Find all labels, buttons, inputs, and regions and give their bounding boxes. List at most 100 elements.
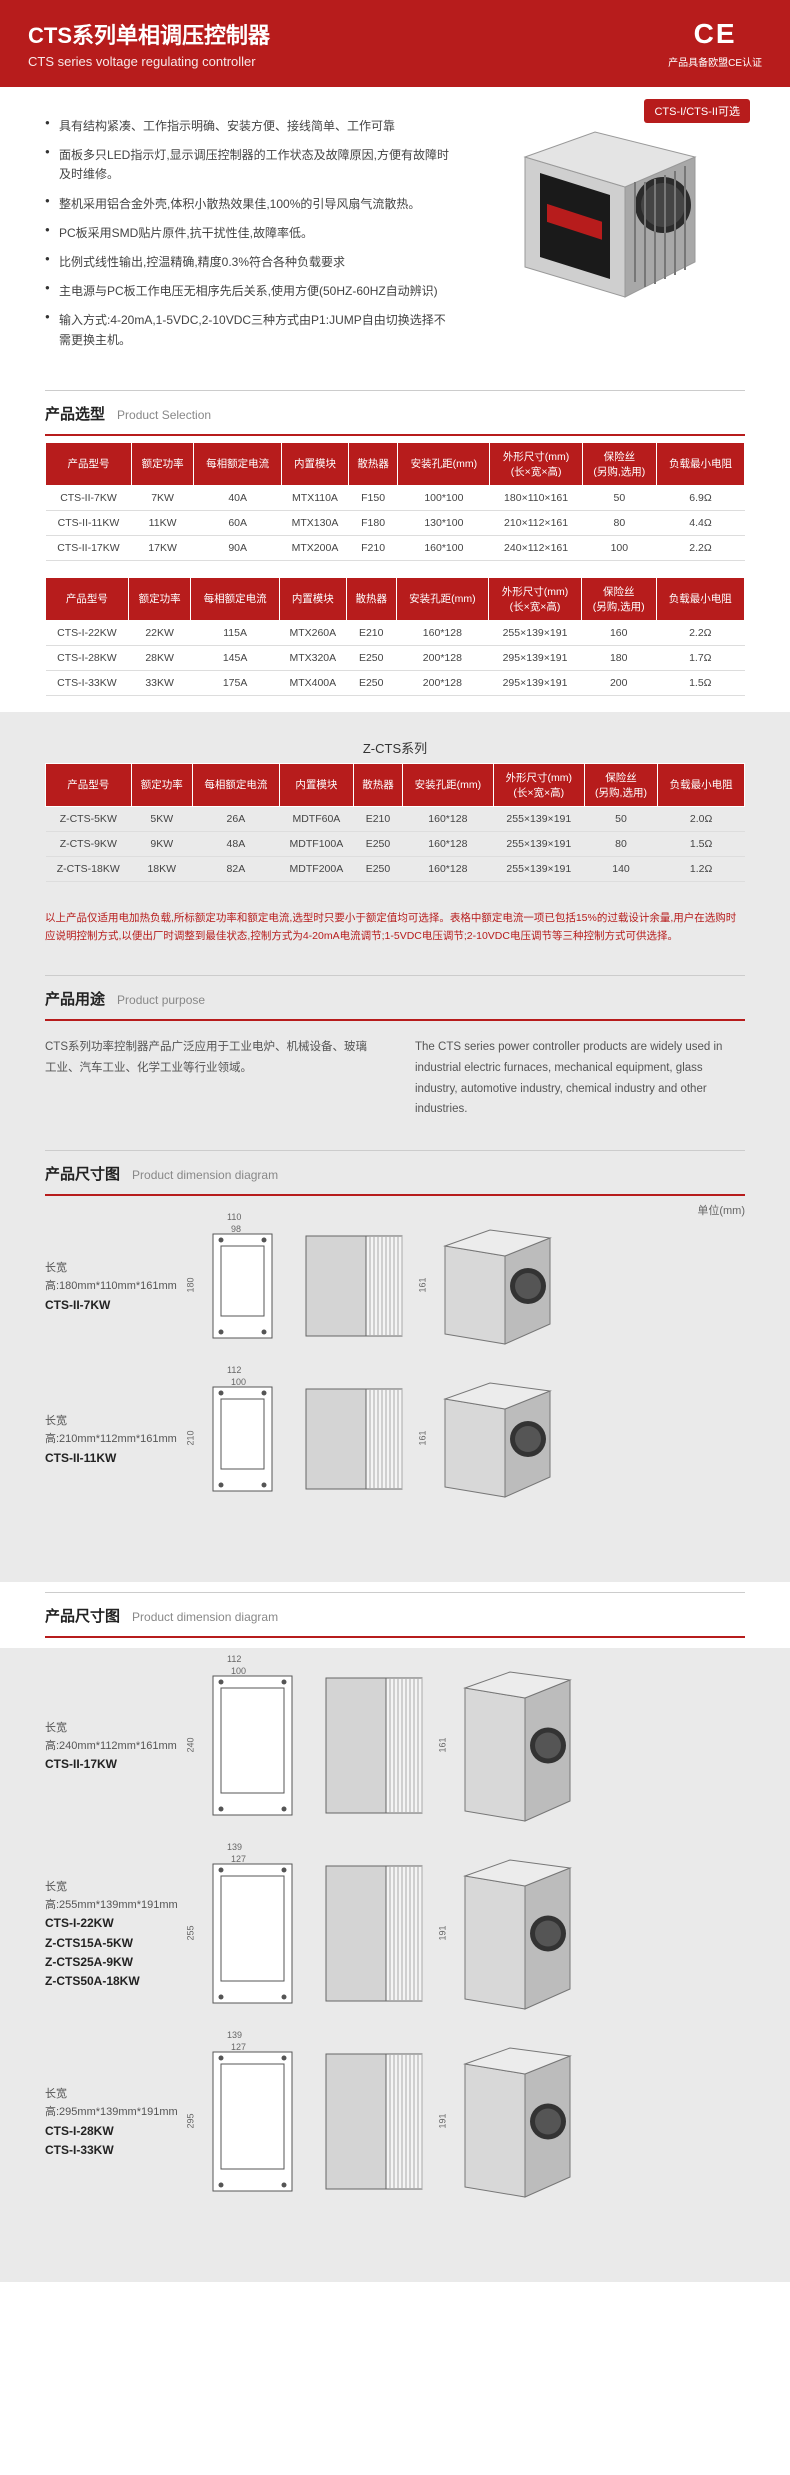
table-cell: 200 [581,670,656,695]
table-cell: 50 [584,806,657,831]
table-cell: 82A [192,856,279,881]
table-header: 保险丝(另购,选用) [581,577,656,620]
table-cell: 2.2Ω [657,535,745,560]
purpose-zh: 产品用途 [45,988,105,1009]
table-row: CTS-II-7KW7KW40AMTX110AF150100*100180×11… [46,485,745,510]
red-rule-2 [45,1019,745,1021]
dimension-drawings: 139 127 255 191 [205,1856,745,2014]
table-header: 额定功率 [131,442,193,485]
table-cell: 200*128 [396,670,489,695]
table-header: 额定功率 [128,577,191,620]
table-header: 内置模块 [279,577,346,620]
table-cell: 130*100 [398,510,490,535]
grey-dim-block: 长宽高:240mm*112mm*161mmCTS-II-17KW 112 100… [0,1648,790,2282]
table-cell: 5KW [131,806,192,831]
table-cell: 100 [582,535,656,560]
table-cell: MDTF60A [279,806,353,831]
selection-zh: 产品选型 [45,403,105,424]
table-cell: F150 [348,485,397,510]
spec-table-z: 产品型号额定功率每相额定电流内置模块散热器安装孔距(mm)外形尺寸(mm)(长×… [45,763,745,882]
feature-item: 主电源与PC板工作电压无相序先后关系,使用方便(50HZ-60HZ自动辨识) [45,282,455,301]
table-header: 每相额定电流 [191,577,279,620]
table-cell: 2.2Ω [656,620,744,645]
table-header: 外形尺寸(mm)(长×宽×高) [490,442,582,485]
feature-item: 比例式线性输出,控温精确,精度0.3%符合各种负载要求 [45,253,455,272]
table-cell: 210×112×161 [490,510,582,535]
table-header: 负载最小电阻 [657,442,745,485]
dim2-zh: 产品尺寸图 [45,1605,120,1626]
table-cell: MTX260A [279,620,346,645]
tables-wrap-1: 产品型号额定功率每相额定电流内置模块散热器安装孔距(mm)外形尺寸(mm)(长×… [0,442,790,696]
dimension-row: 长宽高:240mm*112mm*161mmCTS-II-17KW 112 100… [45,1668,745,1826]
table-cell: 160*128 [402,856,493,881]
red-rule [45,434,745,436]
dimension-label: 长宽高:240mm*112mm*161mmCTS-II-17KW [45,1720,195,1774]
red-rule-3 [45,1194,745,1196]
dimension-label: 长宽高:180mm*110mm*161mmCTS-II-7KW [45,1260,195,1314]
table-cell: 255×139×191 [493,806,584,831]
table-cell: 175A [191,670,279,695]
table-row: Z-CTS-5KW5KW26AMDTF60AE210160*128255×139… [46,806,745,831]
table-header: 产品型号 [46,442,132,485]
table-cell: Z-CTS-5KW [46,806,132,831]
table-cell: MDTF200A [279,856,353,881]
table-cell: MDTF100A [279,831,353,856]
dimension-label: 长宽高:210mm*112mm*161mmCTS-II-11KW [45,1413,195,1467]
tables-wrap-z: 产品型号额定功率每相额定电流内置模块散热器安装孔距(mm)外形尺寸(mm)(长×… [0,763,790,882]
title-zh: CTS系列单相调压控制器 [28,18,270,50]
table-cell: E210 [346,620,396,645]
table-cell: 160*128 [402,806,493,831]
side-drawing [300,1226,410,1346]
table-cell: 28KW [128,645,191,670]
header-titles: CTS系列单相调压控制器 CTS series voltage regulati… [28,18,270,69]
table-cell: 180 [581,645,656,670]
table-cell: 1.7Ω [656,645,744,670]
spec-table-2: 产品型号额定功率每相额定电流内置模块散热器安装孔距(mm)外形尺寸(mm)(长×… [45,577,745,696]
table-cell: 22KW [128,620,191,645]
controller-illustration [495,127,715,307]
dim2-en: Product dimension diagram [132,1610,278,1624]
selection-note: 以上产品仅适用电加热负载,所标额定功率和额定电流,选型时只要小于额定值均可选择。… [0,898,790,966]
red-rule-4 [45,1636,745,1638]
table-cell: 1.5Ω [656,670,744,695]
dim-rows-1: 长宽高:180mm*110mm*161mmCTS-II-7KW 110 98 1… [0,1226,790,1552]
table-header: 负载最小电阻 [656,577,744,620]
table-cell: 180×110×161 [490,485,582,510]
table-header: 每相额定电流 [192,763,279,806]
table-cell: 50 [582,485,656,510]
front-drawing [205,1226,280,1346]
table-header: 负载最小电阻 [658,763,745,806]
table-header: 额定功率 [131,763,192,806]
dimension-drawings: 112 100 210 161 [205,1379,745,1502]
z-series-title: Z-CTS系列 [0,738,790,757]
variant-badge: CTS-I/CTS-II可选 [644,99,750,123]
table-cell: E250 [354,856,403,881]
purpose-text-zh: CTS系列功率控制器产品广泛应用于工业电炉、机械设备、玻璃工业、汽车工业、化学工… [45,1037,375,1120]
table-cell: CTS-I-22KW [46,620,129,645]
table-row: CTS-II-17KW17KW90AMTX200AF210160*100240×… [46,535,745,560]
dimension-row: 长宽高:295mm*139mm*191mmCTS-I-28KWCTS-I-33K… [45,2044,745,2202]
section-title-dim: 产品尺寸图 Product dimension diagram [45,1150,745,1184]
table-cell: CTS-I-33KW [46,670,129,695]
table-cell: 11KW [131,510,193,535]
table-cell: 48A [192,831,279,856]
table-cell: 17KW [131,535,193,560]
purpose-en: Product purpose [117,993,205,1007]
spec-table-1: 产品型号额定功率每相额定电流内置模块散热器安装孔距(mm)外形尺寸(mm)(长×… [45,442,745,561]
table-header: 内置模块 [279,763,353,806]
table-row: CTS-I-28KW28KW145AMTX320AE250200*128295×… [46,645,745,670]
iso-drawing [430,1226,560,1346]
dimension-label: 长宽高:295mm*139mm*191mmCTS-I-28KWCTS-I-33K… [45,2086,195,2160]
z-section: Z-CTS系列 产品型号额定功率每相额定电流内置模块散热器安装孔距(mm)外形尺… [0,712,790,1582]
table-row: Z-CTS-18KW18KW82AMDTF200AE250160*128255×… [46,856,745,881]
front-drawing [205,1856,300,2011]
front-drawing [205,1668,300,1823]
table-cell: Z-CTS-9KW [46,831,132,856]
table-cell: 18KW [131,856,192,881]
table-cell: MTX130A [282,510,349,535]
table-cell: 9KW [131,831,192,856]
feature-item: PC板采用SMD贴片原件,抗干扰性佳,故障率低。 [45,224,455,243]
table-cell: 255×139×191 [489,620,582,645]
side-drawing [320,1668,430,1823]
table-header: 散热器 [348,442,397,485]
